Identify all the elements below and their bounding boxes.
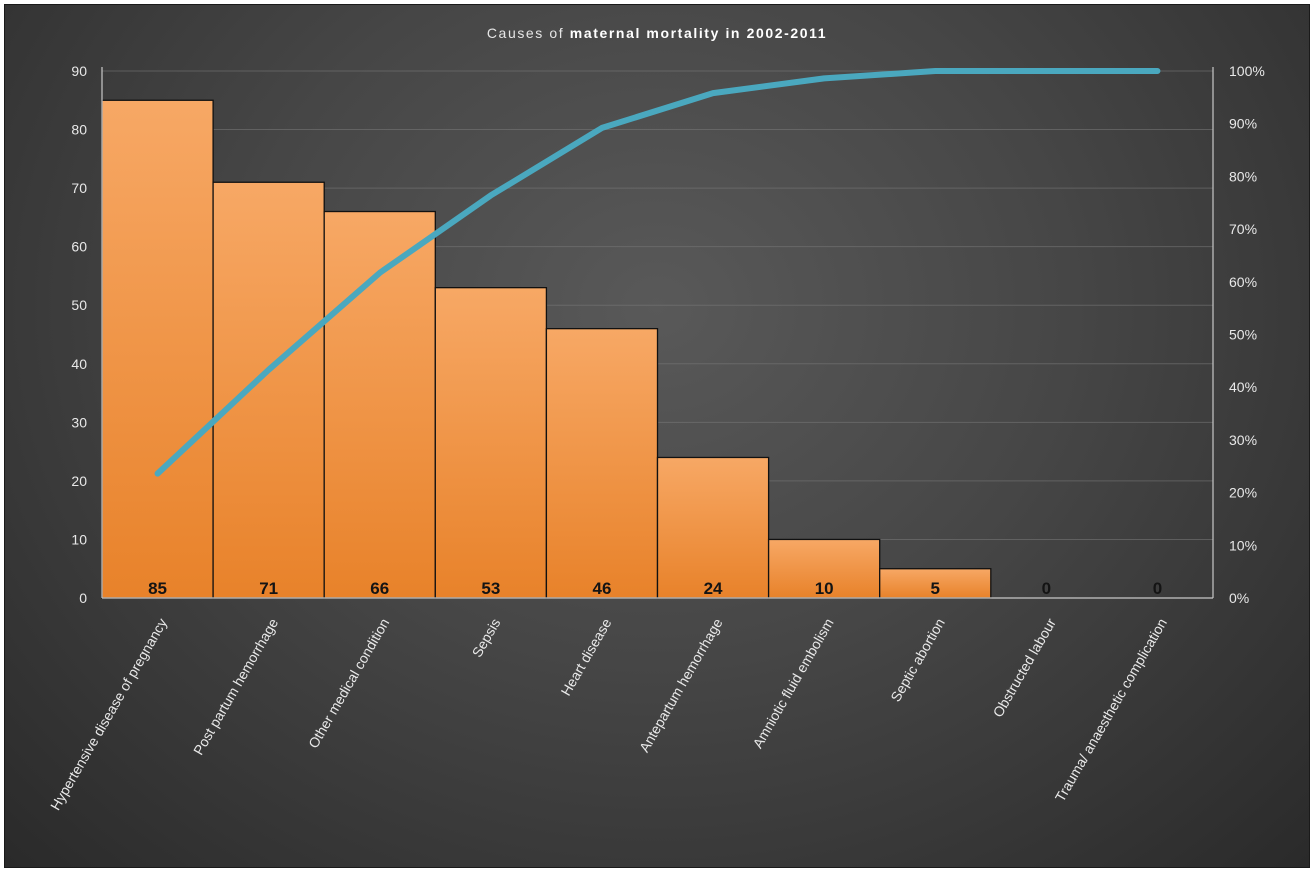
bar — [656, 456, 770, 599]
axes — [101, 67, 1214, 599]
y2-tick-label: 30% — [1229, 432, 1257, 448]
y2-tick-label: 20% — [1229, 485, 1257, 501]
bar-data-label: 24 — [704, 579, 723, 598]
bar — [434, 287, 548, 599]
y2-tick-label: 50% — [1229, 327, 1257, 343]
x-category-label: Other medical condition — [305, 616, 392, 751]
bar-data-label: 10 — [815, 579, 834, 598]
y-tick-label: 80 — [71, 122, 87, 138]
bars — [101, 99, 992, 599]
bar-data-label: 71 — [259, 579, 278, 598]
chart-title: Causes of maternal mortality in 2002-201… — [487, 25, 827, 41]
bar-data-label: 85 — [148, 579, 167, 598]
x-category-label: Septic abortion — [887, 616, 948, 705]
y2-tick-label: 10% — [1229, 537, 1257, 553]
cumulative-line — [154, 68, 1161, 477]
y2-tick-label: 60% — [1229, 274, 1257, 290]
y-tick-label: 70 — [71, 180, 87, 196]
bar-data-label: 0 — [1153, 579, 1162, 598]
chart-title-bold: maternal mortality in 2002-2011 — [570, 25, 827, 41]
y2-tick-label: 90% — [1229, 116, 1257, 132]
y-tick-label: 10 — [71, 531, 87, 547]
x-category-label: Hypertensive disease of pregnancy — [47, 616, 170, 813]
x-category-label: Heart disease — [557, 615, 614, 698]
y2-tick-label: 100% — [1229, 63, 1265, 79]
bar — [212, 181, 325, 599]
cumulative-line-group — [154, 68, 1161, 477]
chart-frame: Causes of maternal mortality in 2002-201… — [4, 4, 1310, 868]
x-category-label: Obstructed labour — [989, 615, 1059, 720]
bar-data-label: 5 — [931, 579, 940, 598]
x-category-label: Antepartum hemorrhage — [636, 615, 726, 755]
bar-data-label: 66 — [370, 579, 389, 598]
x-category-label: Amniotic fluid embolism — [749, 616, 836, 751]
y-tick-label: 20 — [71, 473, 87, 489]
y-tick-label: 30 — [71, 414, 87, 430]
bar-data-label: 0 — [1042, 579, 1051, 598]
y-tick-label: 90 — [71, 63, 87, 79]
y2-tick-label: 0% — [1229, 590, 1249, 606]
pareto-chart: Causes of maternal mortality in 2002-201… — [47, 25, 1265, 813]
chart-title-prefix: Causes of — [487, 25, 570, 41]
y2-tick-label: 70% — [1229, 221, 1257, 237]
y2-tick-label: 80% — [1229, 168, 1257, 184]
bar-data-label: 46 — [592, 579, 611, 598]
y-tick-label: 60 — [71, 239, 87, 255]
y-tick-label: 0 — [79, 590, 87, 606]
x-category-label: Trauma/ anaesthetic complication — [1052, 616, 1170, 805]
bar-data-label: 53 — [481, 579, 500, 598]
y-tick-label: 40 — [71, 356, 87, 372]
y2-tick-label: 40% — [1229, 379, 1257, 395]
x-category-label: Post partum hemorrhage — [190, 615, 281, 757]
bar — [101, 99, 214, 599]
bar — [545, 327, 659, 599]
x-category-label: Sepsis — [469, 616, 504, 660]
y-tick-label: 50 — [71, 297, 87, 313]
